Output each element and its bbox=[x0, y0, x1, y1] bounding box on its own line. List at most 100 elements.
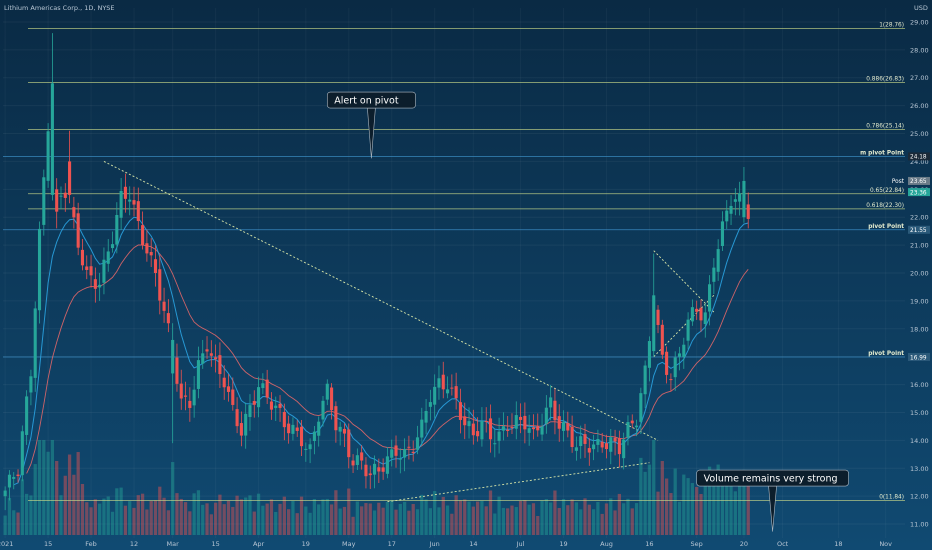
volume-bar bbox=[171, 462, 175, 535]
price-tag-box bbox=[908, 176, 930, 185]
volume-bar bbox=[360, 506, 364, 535]
candle-body bbox=[446, 389, 450, 394]
candle-body bbox=[149, 252, 153, 256]
candle-body bbox=[441, 374, 445, 390]
volume-bar bbox=[390, 499, 394, 535]
x-tick-label: 2021 bbox=[0, 540, 13, 548]
volume-bar bbox=[115, 488, 119, 535]
candle-body bbox=[3, 490, 7, 497]
volume-bar bbox=[244, 497, 248, 535]
volume-bar bbox=[394, 509, 398, 535]
volume-bar bbox=[652, 440, 656, 535]
volume-bar bbox=[720, 485, 725, 535]
candle-body bbox=[295, 427, 299, 431]
volume-bar bbox=[63, 475, 67, 535]
volume-bar bbox=[617, 493, 621, 535]
candle-body bbox=[596, 438, 600, 445]
candle-body bbox=[531, 427, 536, 430]
candle-body bbox=[746, 204, 750, 219]
annotation-text: Volume remains very strong bbox=[704, 474, 838, 485]
volume-bar bbox=[664, 478, 669, 535]
volume-bar bbox=[415, 509, 420, 535]
volume-bar bbox=[329, 504, 334, 535]
x-tick-label: 15 bbox=[44, 540, 52, 548]
volume-bar bbox=[166, 510, 170, 535]
fib-level-label: 1(28.76) bbox=[879, 23, 904, 29]
level-layer: 1(28.76) 0.886(26.83) 0.786(25.14) 0.65(22.… bbox=[3, 23, 905, 502]
candle-body bbox=[652, 295, 656, 352]
y-tick-label: 18.00 bbox=[910, 325, 929, 333]
candle-body bbox=[377, 467, 381, 472]
candle-body bbox=[145, 243, 149, 254]
volume-bar bbox=[67, 454, 72, 535]
volume-bar bbox=[89, 507, 93, 535]
price-tag-label: Post bbox=[892, 179, 905, 185]
candle-body bbox=[68, 161, 72, 195]
volume-bar bbox=[497, 496, 501, 535]
volume-bar bbox=[274, 511, 278, 535]
volume-bar bbox=[351, 516, 355, 535]
candle-body bbox=[50, 83, 54, 195]
volume-layer bbox=[3, 440, 750, 535]
y-tick-label: 27.00 bbox=[910, 74, 929, 82]
fib-level-label: 0.786(25.14) bbox=[866, 124, 904, 130]
volume-bar bbox=[299, 496, 304, 535]
volume-bar bbox=[467, 501, 471, 535]
volume-bar bbox=[441, 496, 445, 535]
volume-bar bbox=[119, 487, 123, 535]
candle-body bbox=[89, 266, 93, 276]
candle-body bbox=[42, 177, 46, 225]
candle-body bbox=[480, 421, 484, 440]
volume-bar bbox=[639, 457, 643, 535]
candle-body bbox=[360, 452, 364, 461]
volume-bar bbox=[643, 471, 647, 535]
candle-body bbox=[244, 413, 248, 436]
volume-bar bbox=[179, 498, 183, 535]
candle-layer bbox=[3, 33, 750, 511]
candle-body bbox=[493, 443, 497, 445]
volume-bar bbox=[325, 498, 329, 535]
volume-bar bbox=[450, 513, 454, 535]
volume-bar bbox=[536, 516, 540, 535]
candle-body bbox=[523, 415, 527, 430]
candle-body bbox=[450, 387, 454, 389]
candle-body bbox=[214, 357, 218, 360]
volume-bar bbox=[531, 503, 536, 535]
volume-bar bbox=[398, 503, 402, 535]
pivot-level-label: m pivot Point bbox=[860, 150, 904, 156]
candle-body bbox=[106, 251, 110, 264]
candle-body bbox=[128, 199, 132, 202]
volume-bar bbox=[175, 493, 179, 535]
candle-body bbox=[252, 400, 256, 405]
volume-bar bbox=[149, 500, 153, 535]
volume-bar bbox=[600, 513, 604, 535]
candle-body bbox=[549, 397, 553, 408]
candle-body bbox=[604, 443, 609, 450]
x-tick-label: 15 bbox=[211, 540, 219, 548]
candle-body bbox=[102, 259, 106, 283]
volume-bar bbox=[136, 495, 140, 535]
candle-body bbox=[25, 396, 29, 435]
candle-body bbox=[733, 199, 737, 202]
volume-bar bbox=[518, 500, 523, 535]
volume-bar bbox=[463, 499, 467, 535]
symbol-title: Lithium Americas Corp., 1D, NYSE bbox=[4, 4, 115, 12]
volume-bar bbox=[613, 510, 617, 535]
volume-bar bbox=[510, 505, 514, 535]
price-tag-box bbox=[908, 188, 930, 197]
x-tick-label: Apr bbox=[253, 540, 265, 548]
candle-body bbox=[85, 266, 89, 270]
volume-bar bbox=[411, 504, 415, 535]
volume-bar bbox=[433, 491, 437, 535]
volume-bar bbox=[132, 507, 136, 535]
candle-body bbox=[179, 383, 183, 399]
volume-bar bbox=[660, 460, 664, 535]
candle-body bbox=[222, 377, 226, 388]
x-tick-label: 19 bbox=[302, 540, 310, 548]
volume-bar bbox=[454, 495, 458, 535]
annotation-layer: Alert on pivot Volume remains very strong bbox=[326, 91, 849, 532]
volume-bar bbox=[261, 505, 265, 535]
volume-bar bbox=[158, 486, 162, 535]
volume-bar bbox=[501, 507, 506, 535]
